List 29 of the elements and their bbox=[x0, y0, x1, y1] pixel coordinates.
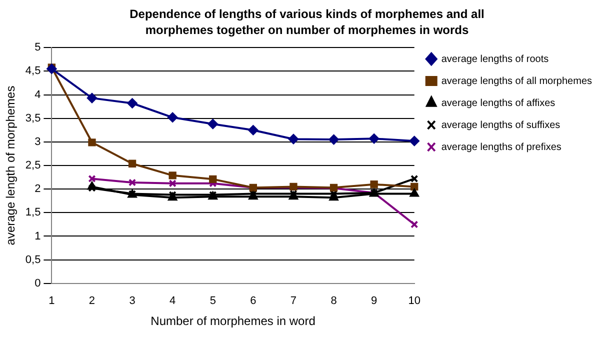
y-tick-label: 4,5 bbox=[25, 65, 41, 78]
x-tick-label: 9 bbox=[371, 295, 378, 308]
x-tick-label: 7 bbox=[290, 295, 297, 308]
x-tick-label: 8 bbox=[330, 295, 337, 308]
y-tick-label: 0,5 bbox=[25, 254, 41, 266]
y-tick-label: 1 bbox=[34, 230, 41, 242]
legend-label: average lengths of all morphemes bbox=[441, 76, 592, 87]
y-tick-label: 3,5 bbox=[25, 112, 41, 124]
legend-label: average lengths of prefixes bbox=[441, 142, 562, 153]
chart-title: Dependence of lengths of various kinds of morphemes and all morphemes together on number of morphemes in words bbox=[128, 6, 486, 38]
x-tick-label: 5 bbox=[210, 295, 216, 308]
x-tick-label: 3 bbox=[129, 295, 136, 308]
x-tick-label: 10 bbox=[408, 295, 420, 308]
y-tick-label: 2,5 bbox=[25, 160, 41, 172]
y-tick-label: 0 bbox=[34, 277, 41, 290]
x-tick-label: 4 bbox=[170, 295, 176, 308]
x-tick-label: 2 bbox=[88, 295, 96, 308]
legend-label: average lengths of affixes bbox=[441, 98, 556, 109]
x-tick-label: 6 bbox=[250, 295, 256, 308]
legend-label: average lengths of roots bbox=[441, 54, 549, 65]
y-tick-label: 5 bbox=[34, 42, 41, 54]
y-axis-title: average length of morphemes bbox=[4, 86, 18, 246]
x-tick-label: 1 bbox=[48, 295, 55, 308]
y-tick-label: 4 bbox=[34, 88, 41, 101]
legend-label: average lengths of suffixes bbox=[441, 120, 560, 131]
y-tick-label: 1,5 bbox=[25, 206, 41, 219]
y-tick-label: 3 bbox=[34, 136, 41, 148]
y-tick-label: 2 bbox=[34, 183, 41, 196]
x-axis-title: Number of morphemes in word bbox=[150, 314, 316, 328]
